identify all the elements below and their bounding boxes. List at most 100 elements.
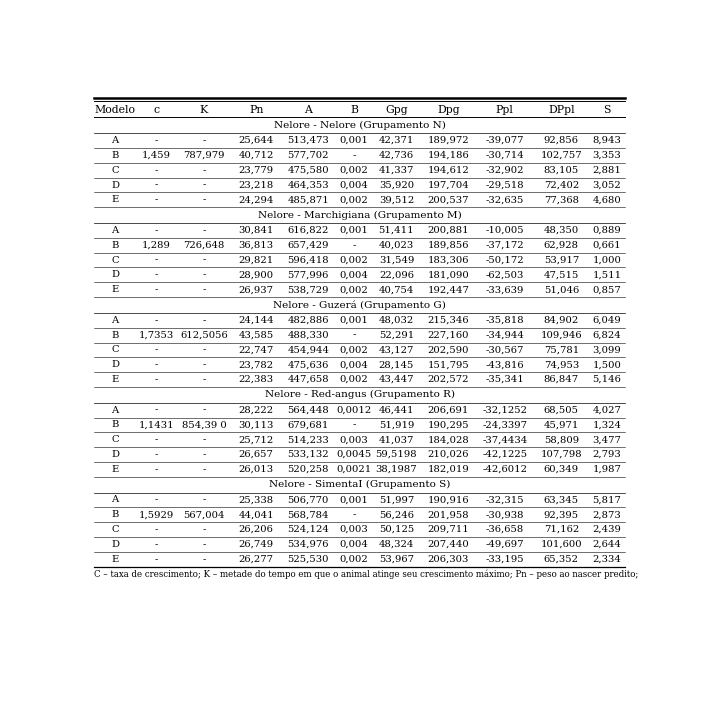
Text: 3,353: 3,353 <box>592 151 621 160</box>
Text: -: - <box>154 435 158 444</box>
Text: 74,953: 74,953 <box>544 361 579 369</box>
Text: 26,277: 26,277 <box>239 555 274 563</box>
Text: -37,172: -37,172 <box>486 241 524 250</box>
Text: 475,636: 475,636 <box>288 361 329 369</box>
Text: 5,146: 5,146 <box>592 375 621 384</box>
Text: E: E <box>112 196 119 204</box>
Text: -35,818: -35,818 <box>486 316 524 325</box>
Text: 92,856: 92,856 <box>544 136 579 145</box>
Text: 4,680: 4,680 <box>592 196 621 204</box>
Text: Nelore - Marchigiana (Grupamento M): Nelore - Marchigiana (Grupamento M) <box>258 211 462 220</box>
Text: 189,856: 189,856 <box>428 241 469 250</box>
Text: A: A <box>112 316 119 325</box>
Text: 1,511: 1,511 <box>592 270 622 279</box>
Text: 48,350: 48,350 <box>544 226 579 235</box>
Text: 454,944: 454,944 <box>287 345 329 355</box>
Text: 51,411: 51,411 <box>378 226 414 235</box>
Text: -32,1252: -32,1252 <box>482 406 527 414</box>
Text: -: - <box>202 465 206 474</box>
Text: 200,537: 200,537 <box>428 196 469 204</box>
Text: 107,798: 107,798 <box>541 450 582 459</box>
Text: 0,661: 0,661 <box>592 241 621 250</box>
Text: E: E <box>112 375 119 384</box>
Text: 0,002: 0,002 <box>340 196 369 204</box>
Text: -: - <box>202 316 206 325</box>
Text: B: B <box>112 331 119 340</box>
Text: 6,049: 6,049 <box>592 316 621 325</box>
Text: -32,315: -32,315 <box>486 495 524 505</box>
Text: 475,580: 475,580 <box>288 166 329 174</box>
Text: C: C <box>112 345 119 355</box>
Text: 26,206: 26,206 <box>239 525 274 534</box>
Text: 679,681: 679,681 <box>288 420 329 430</box>
Text: 60,349: 60,349 <box>544 465 579 474</box>
Text: 2,334: 2,334 <box>592 555 621 563</box>
Text: 525,530: 525,530 <box>288 555 329 563</box>
Text: -: - <box>154 270 158 279</box>
Text: 25,338: 25,338 <box>239 495 274 505</box>
Text: 787,979: 787,979 <box>183 151 225 160</box>
Text: 63,345: 63,345 <box>544 495 579 505</box>
Text: -30,714: -30,714 <box>485 151 524 160</box>
Text: 28,900: 28,900 <box>239 270 274 279</box>
Text: 53,967: 53,967 <box>379 555 414 563</box>
Text: 41,337: 41,337 <box>379 166 414 174</box>
Text: 0,0021: 0,0021 <box>336 465 371 474</box>
Text: Nelore - Guzerá (Grupamento G): Nelore - Guzerá (Grupamento G) <box>273 300 446 310</box>
Text: 28,222: 28,222 <box>239 406 274 414</box>
Text: 26,013: 26,013 <box>239 465 274 474</box>
Text: 202,590: 202,590 <box>428 345 469 355</box>
Text: 482,886: 482,886 <box>288 316 329 325</box>
Text: 192,447: 192,447 <box>428 285 469 294</box>
Text: 43,127: 43,127 <box>379 345 414 355</box>
Text: B: B <box>112 510 119 519</box>
Text: -: - <box>154 361 158 369</box>
Text: 194,612: 194,612 <box>428 166 469 174</box>
Text: 43,447: 43,447 <box>378 375 414 384</box>
Text: 181,090: 181,090 <box>428 270 469 279</box>
Text: Pn: Pn <box>249 105 263 115</box>
Text: -: - <box>352 151 356 160</box>
Text: -: - <box>202 540 206 549</box>
Text: 206,303: 206,303 <box>428 555 469 563</box>
Text: 1,5929: 1,5929 <box>138 510 174 519</box>
Text: E: E <box>112 465 119 474</box>
Text: -: - <box>154 285 158 294</box>
Text: 0,002: 0,002 <box>340 256 369 265</box>
Text: C: C <box>112 166 119 174</box>
Text: 44,041: 44,041 <box>238 510 274 519</box>
Text: 184,028: 184,028 <box>428 435 469 444</box>
Text: -: - <box>154 136 158 145</box>
Text: 40,712: 40,712 <box>239 151 274 160</box>
Text: 1,500: 1,500 <box>592 361 621 369</box>
Text: 23,782: 23,782 <box>239 361 274 369</box>
Text: 0,003: 0,003 <box>340 525 369 534</box>
Text: D: D <box>111 270 119 279</box>
Text: 83,105: 83,105 <box>544 166 579 174</box>
Text: 43,585: 43,585 <box>239 331 274 340</box>
Text: 577,996: 577,996 <box>288 270 329 279</box>
Text: -: - <box>154 345 158 355</box>
Text: 0,889: 0,889 <box>592 226 621 235</box>
Text: -30,567: -30,567 <box>486 345 524 355</box>
Text: -: - <box>202 450 206 459</box>
Text: 24,294: 24,294 <box>239 196 274 204</box>
Text: 194,186: 194,186 <box>428 151 469 160</box>
Text: -: - <box>202 180 206 190</box>
Text: -39,077: -39,077 <box>486 136 524 145</box>
Text: 0,001: 0,001 <box>340 136 369 145</box>
Text: 5,817: 5,817 <box>592 495 621 505</box>
Text: c: c <box>153 105 159 115</box>
Text: D: D <box>111 540 119 549</box>
Text: 0,002: 0,002 <box>340 345 369 355</box>
Text: -37,4434: -37,4434 <box>482 435 527 444</box>
Text: Nelore - SimentaI (Grupamento S): Nelore - SimentaI (Grupamento S) <box>269 480 451 489</box>
Text: 28,145: 28,145 <box>379 361 414 369</box>
Text: 3,477: 3,477 <box>592 435 621 444</box>
Text: -: - <box>154 540 158 549</box>
Text: 51,997: 51,997 <box>379 495 414 505</box>
Text: 40,754: 40,754 <box>379 285 414 294</box>
Text: 206,691: 206,691 <box>428 406 469 414</box>
Text: 1,000: 1,000 <box>592 256 621 265</box>
Text: 726,648: 726,648 <box>183 241 225 250</box>
